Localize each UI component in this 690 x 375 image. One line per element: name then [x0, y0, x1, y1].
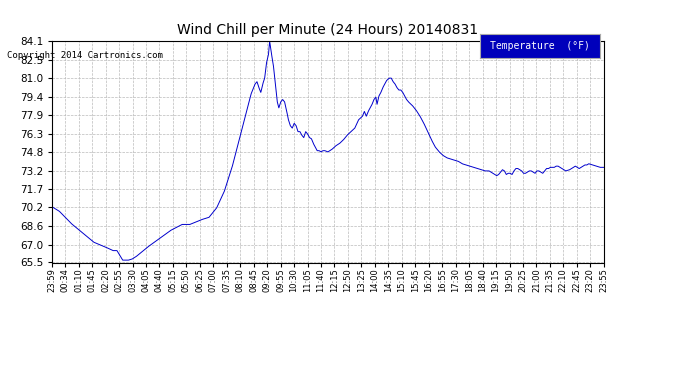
Text: Copyright 2014 Cartronics.com: Copyright 2014 Cartronics.com	[7, 51, 163, 60]
Title: Wind Chill per Minute (24 Hours) 20140831: Wind Chill per Minute (24 Hours) 2014083…	[177, 23, 478, 37]
Text: Temperature  (°F): Temperature (°F)	[490, 41, 590, 51]
